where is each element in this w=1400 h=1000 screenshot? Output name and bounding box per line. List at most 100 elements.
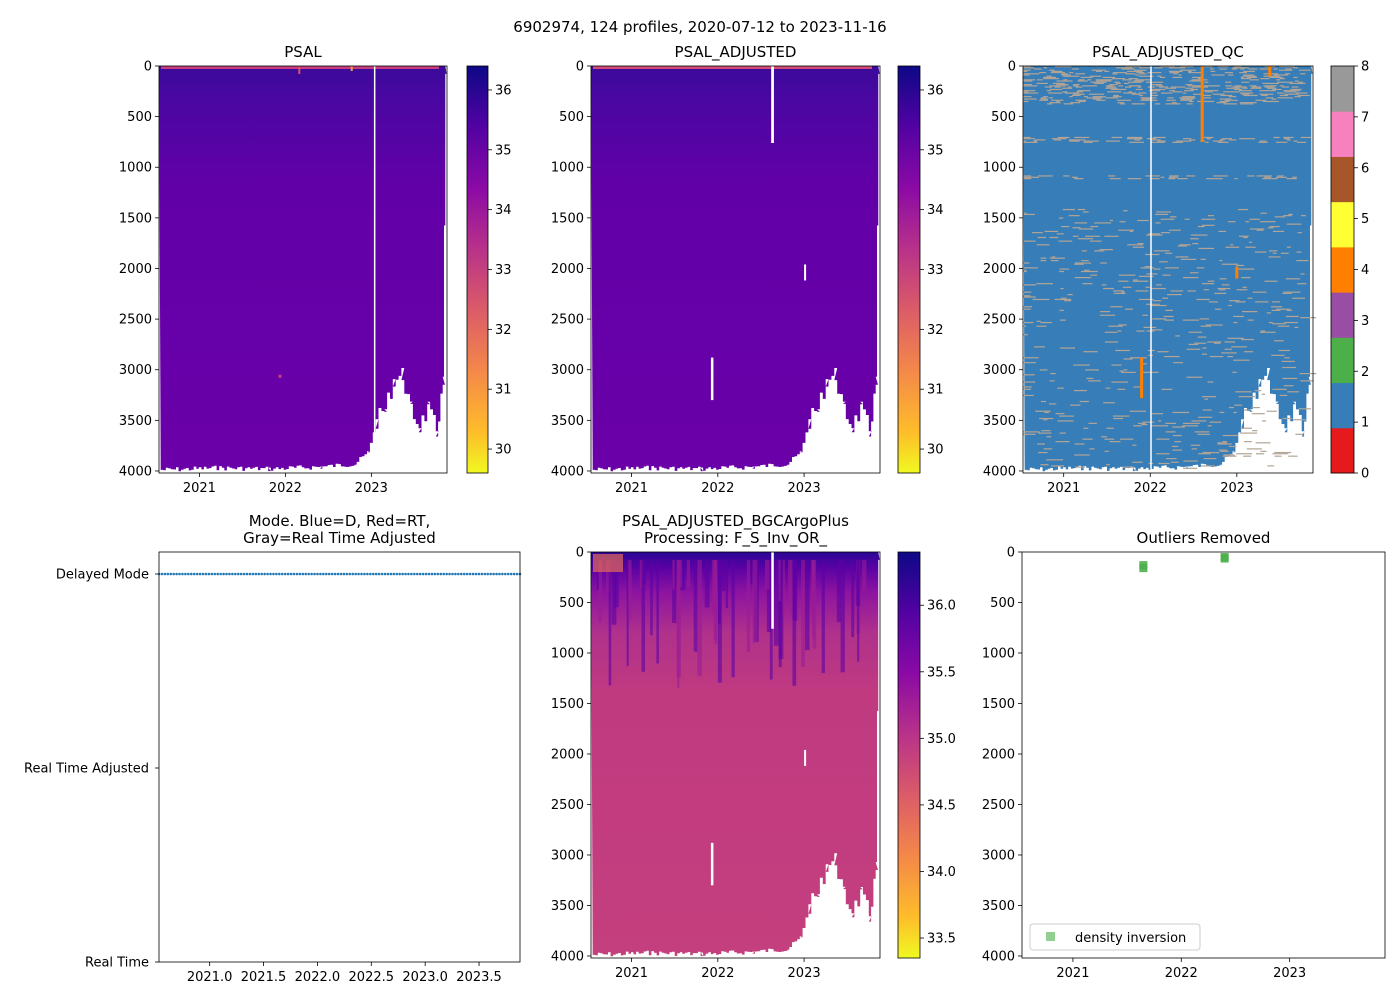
qc-flag8-mark xyxy=(1115,349,1130,352)
qc-flag8-mark xyxy=(1165,87,1176,89)
mode-point xyxy=(228,572,231,576)
qc-flag8-mark xyxy=(1046,436,1052,438)
qc-flag8-mark xyxy=(1160,76,1166,79)
salinity-streak xyxy=(721,560,726,592)
y-tick-label: 3500 xyxy=(551,899,584,914)
qc-flag8-mark xyxy=(1283,90,1301,92)
qc-flag8-mark xyxy=(1240,68,1245,70)
qc-flag8-mark xyxy=(1151,425,1169,427)
y-tick-label: 1500 xyxy=(983,211,1016,226)
qc-flag8-mark xyxy=(1188,72,1204,74)
qc-flag8-mark xyxy=(1188,343,1199,346)
qc-flag8-mark xyxy=(1035,410,1051,412)
qc-flag8-mark xyxy=(1082,283,1093,285)
qc-flag8-mark xyxy=(1046,459,1064,461)
colorbar-tick-label: 32 xyxy=(927,323,944,338)
mode-point xyxy=(327,572,331,576)
qc-flag8-mark xyxy=(1271,309,1281,311)
qc-flag8-mark xyxy=(1200,465,1215,467)
qc-flag8-mark xyxy=(1203,94,1211,97)
qc-flag8-mark xyxy=(1274,340,1284,342)
qc-flag8-mark xyxy=(1264,280,1278,282)
qc-flag8-mark xyxy=(1197,433,1211,435)
qc-flag8-mark xyxy=(1023,308,1031,310)
qc-flag8-mark xyxy=(1023,270,1027,273)
mode-point xyxy=(207,572,211,576)
mode-point xyxy=(310,572,313,576)
mode-point xyxy=(257,572,261,576)
x-tick-label: 2023.0 xyxy=(402,970,448,985)
colorbar-swatch xyxy=(1331,201,1354,248)
qc-flag8-mark xyxy=(1124,308,1133,310)
qc-flag8-mark xyxy=(1023,100,1029,103)
salinity-streak xyxy=(697,560,702,677)
salinity-streak xyxy=(641,560,646,672)
qc-flag8-mark xyxy=(1128,81,1142,83)
qc-flag8-mark xyxy=(1114,81,1120,83)
qc-flag8-mark xyxy=(1070,404,1081,406)
qc-flag4-segment xyxy=(1235,266,1239,279)
mode-point xyxy=(163,572,167,576)
colorbar-tick-label: 33.5 xyxy=(927,932,956,947)
mode-point xyxy=(504,572,507,576)
qc-flag8-mark xyxy=(1141,423,1148,426)
qc-flag8-mark xyxy=(1155,222,1161,224)
qc-flag8-mark xyxy=(1300,317,1317,319)
qc-flag8-mark xyxy=(1248,68,1258,70)
qc-flag8-mark xyxy=(1152,300,1162,302)
qc-flag8-mark xyxy=(1266,312,1272,314)
mode-point xyxy=(445,572,448,576)
mode-point xyxy=(295,572,299,576)
qc-flag8-mark xyxy=(1083,351,1098,353)
qc-flag8-mark xyxy=(1258,141,1268,143)
qc-flag8-mark xyxy=(1039,417,1054,420)
qc-flag8-mark xyxy=(1051,465,1065,467)
qc-flag8-mark xyxy=(1192,76,1201,79)
qc-flag8-mark xyxy=(1089,240,1102,242)
qc-flag8-mark xyxy=(1136,330,1145,332)
qc-flag8-mark xyxy=(1282,377,1298,380)
qc-flag8-mark xyxy=(1179,69,1197,71)
qc-flag8-mark xyxy=(1133,80,1144,82)
qc-flag8-mark xyxy=(1117,330,1122,332)
qc-flag8-mark xyxy=(1151,92,1158,94)
qc-flag8-mark xyxy=(1069,72,1074,74)
qc-flag8-mark xyxy=(1243,409,1250,411)
qc-flag8-mark xyxy=(1040,321,1053,324)
qc-flag8-mark xyxy=(1051,138,1067,140)
qc-flag8-mark xyxy=(1268,250,1278,252)
qc-flag8-mark xyxy=(1279,85,1284,87)
qc-flag8-mark xyxy=(1213,342,1221,344)
qc-flag8-mark xyxy=(1285,68,1292,70)
qc-flag8-mark xyxy=(1060,297,1067,299)
qc-flag8-mark xyxy=(1264,176,1272,178)
outlier-point xyxy=(1220,554,1229,563)
qc-flag8-mark xyxy=(1173,362,1183,364)
qc-flag8-mark xyxy=(1051,70,1063,73)
legend-box xyxy=(1029,923,1201,951)
salinity-streak xyxy=(750,560,753,584)
qc-flag8-mark xyxy=(1284,93,1299,95)
qc-flag8-mark xyxy=(1286,139,1291,141)
qc-flag8-mark xyxy=(1191,448,1198,450)
qc-flag8-mark xyxy=(1160,92,1173,94)
qc-flag8-mark xyxy=(1179,244,1191,246)
qc-flag8-mark xyxy=(1111,381,1128,383)
qc-flag8-mark xyxy=(1175,256,1189,258)
qc-flag8-mark xyxy=(1155,213,1169,216)
qc-flag8-mark xyxy=(1043,67,1048,69)
qc-flag8-mark xyxy=(1217,66,1229,68)
qc-flag8-mark xyxy=(1162,274,1171,276)
qc-flag8-mark xyxy=(1049,236,1059,239)
qc-flag8-mark xyxy=(1151,139,1161,141)
mode-point xyxy=(292,572,296,576)
qc-flag8-mark xyxy=(1135,74,1140,76)
mode-point xyxy=(380,572,384,576)
qc-flag8-mark xyxy=(1075,73,1086,75)
y-category-label: Delayed Mode xyxy=(56,568,149,583)
qc-flag8-mark xyxy=(1139,73,1147,75)
y-tick-label: 1000 xyxy=(119,161,152,176)
qc-flag8-mark xyxy=(1108,325,1123,327)
qc-flag8-mark xyxy=(1139,94,1144,97)
qc-flag8-mark xyxy=(1094,222,1111,224)
